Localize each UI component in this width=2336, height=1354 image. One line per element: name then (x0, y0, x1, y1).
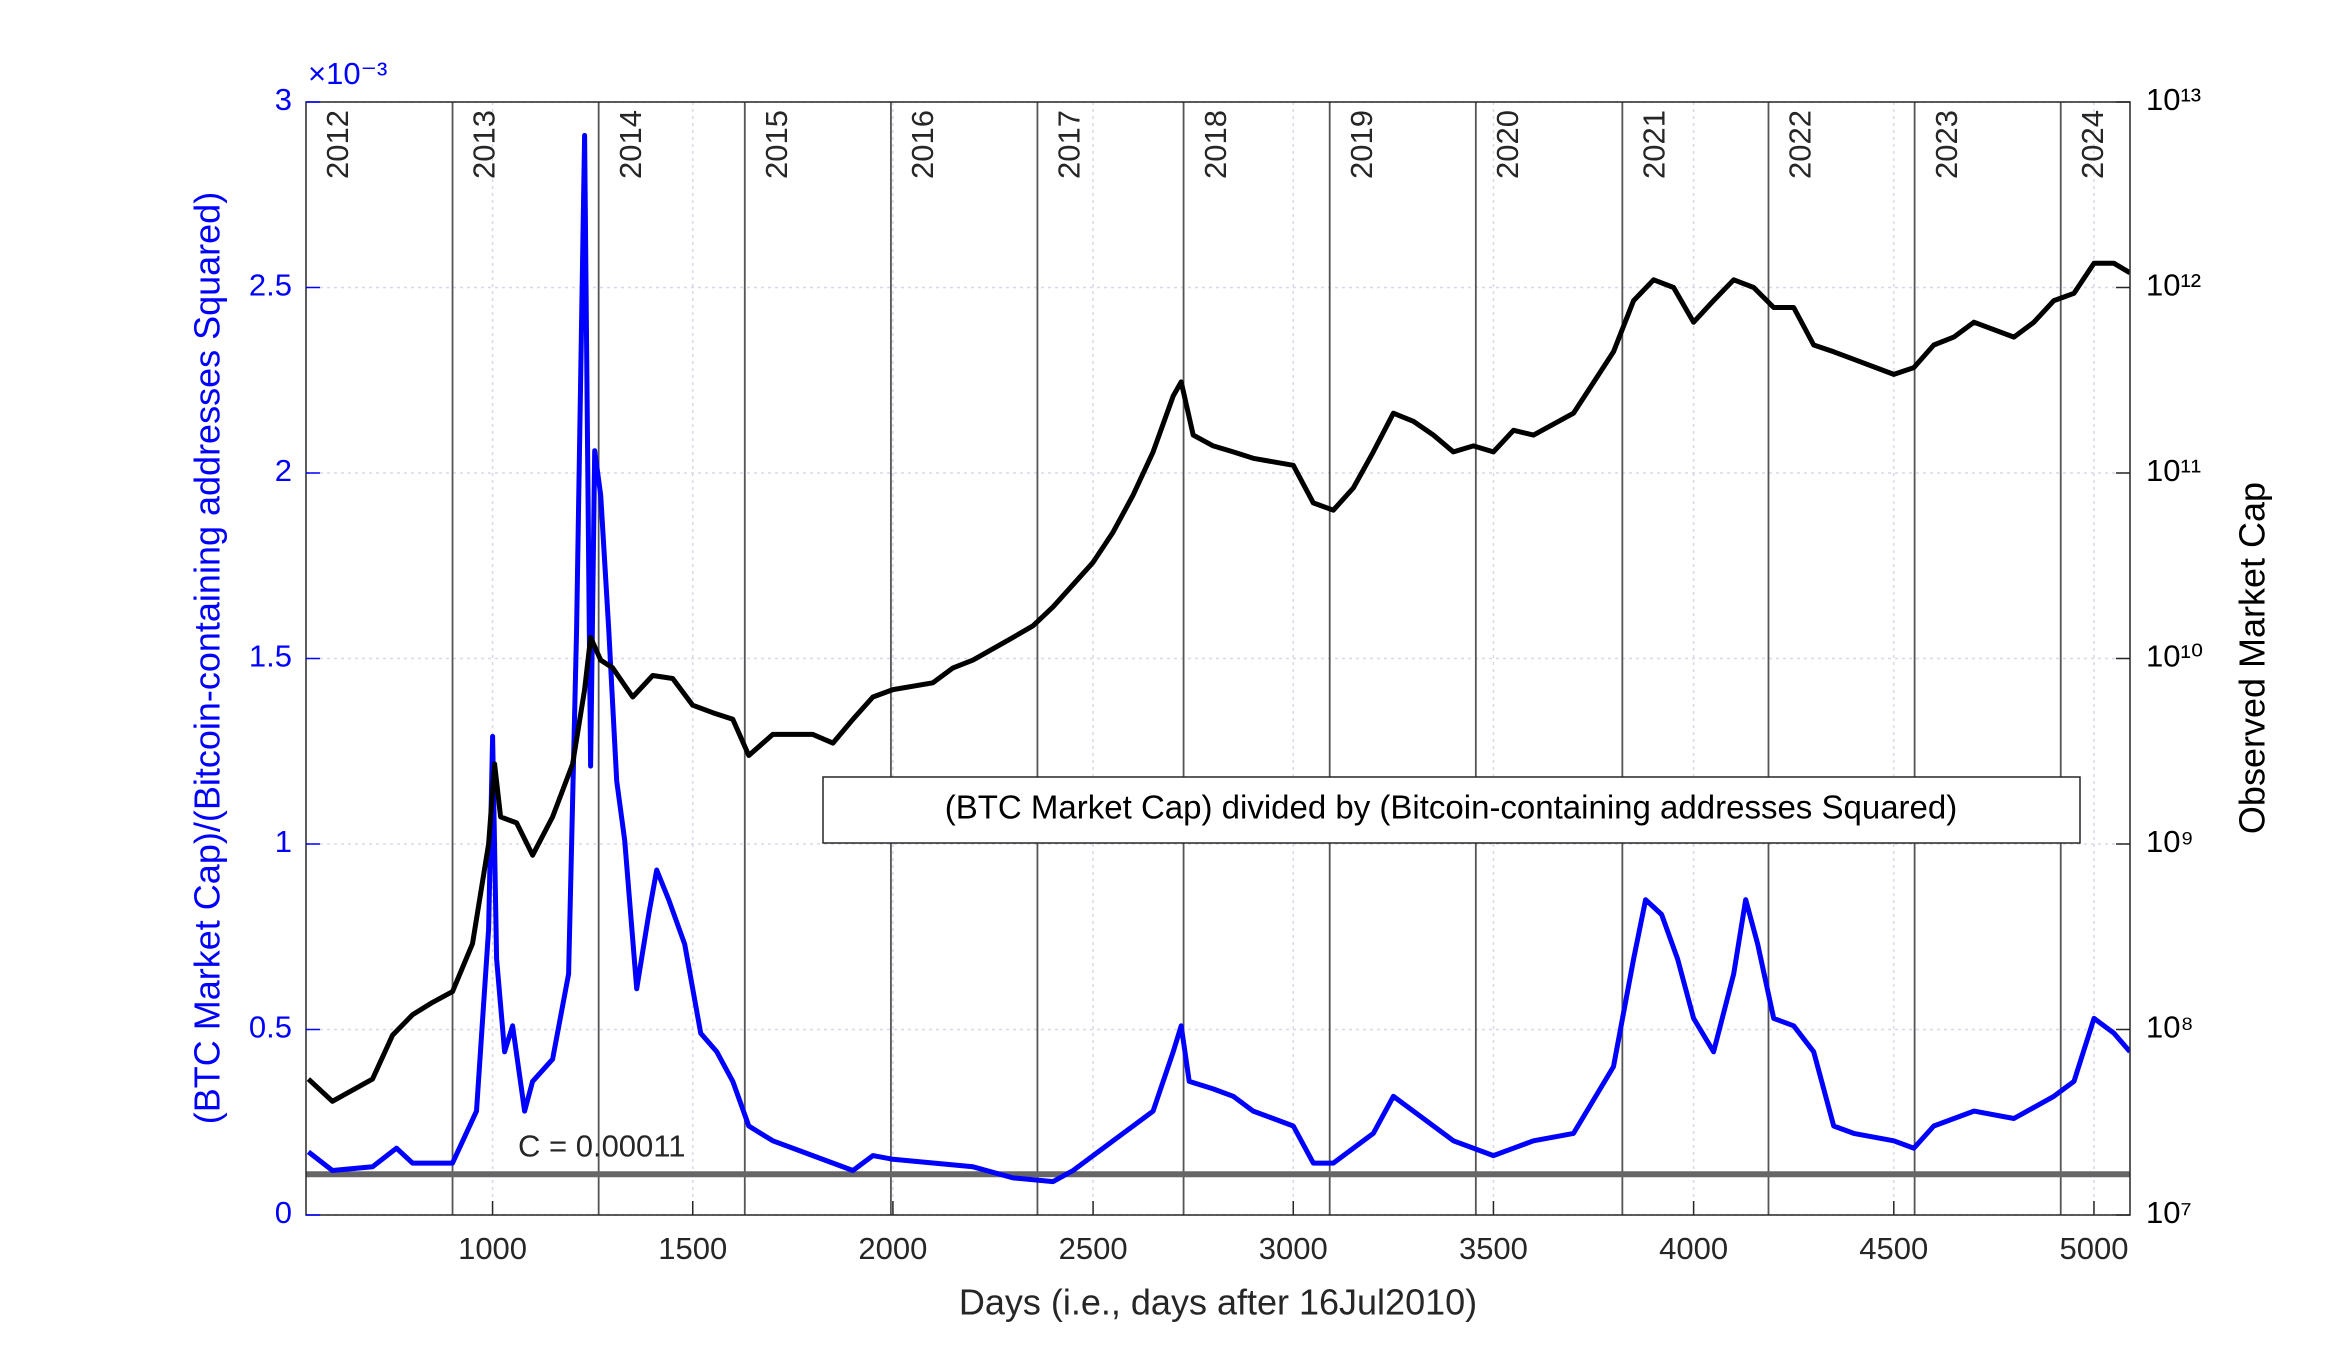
year-label: 2020 (1490, 110, 1525, 179)
y2-axis-label: Observed Market Cap (2232, 482, 2273, 834)
year-label: 2019 (1344, 110, 1379, 179)
x-tick-label: 3000 (1259, 1231, 1328, 1266)
series-line (306, 132, 2130, 1185)
y-tick-label: 1.5 (249, 639, 292, 674)
y-multiplier: ×10⁻³ (308, 56, 387, 91)
y-tick-label: 3 (275, 82, 292, 117)
y2-tick-label: 10¹¹ (2146, 453, 2201, 488)
year-label: 2014 (613, 110, 648, 179)
plot-series (306, 132, 2130, 1185)
y-tick-label: 0.5 (249, 1010, 292, 1045)
y2-tick-label: 10¹⁰ (2146, 639, 2203, 674)
y2-tick-label: 10⁸ (2146, 1010, 2194, 1045)
x-tick-label: 2000 (858, 1231, 927, 1266)
c-line-label: C = 0.00011 (518, 1128, 685, 1163)
x-tick-label: 3500 (1459, 1231, 1528, 1266)
year-label: 2013 (467, 110, 502, 179)
y2-tick-label: 10⁹ (2146, 824, 2194, 859)
year-label: 2015 (759, 110, 794, 179)
x-tick-label: 5000 (2059, 1231, 2128, 1266)
year-label: 2021 (1637, 110, 1672, 179)
x-tick-label: 4000 (1659, 1231, 1728, 1266)
y-tick-label: 2 (275, 453, 292, 488)
series-line (306, 260, 2130, 1104)
year-label: 2012 (320, 110, 355, 179)
y2-tick-label: 10⁷ (2146, 1195, 2192, 1230)
year-label: 2024 (2075, 110, 2110, 179)
year-label: 2017 (1052, 110, 1087, 179)
legend-entry: (BTC Market Cap) divided by (Bitcoin-con… (945, 789, 1957, 826)
x-tick-label: 4500 (1859, 1231, 1928, 1266)
y2-tick-label: 10¹³ (2146, 82, 2201, 117)
year-label: 2022 (1783, 110, 1818, 179)
y-tick-label: 2.5 (249, 268, 292, 303)
y-tick-label: 0 (275, 1195, 292, 1230)
y-axis-label: (BTC Market Cap)/(Bitcoin-containing add… (187, 192, 228, 1124)
x-tick-label: 1000 (458, 1231, 527, 1266)
x-axis-label: Days (i.e., days after 16Jul2010) (959, 1282, 1477, 1323)
x-tick-label: 1500 (658, 1231, 727, 1266)
x-tick-label: 2500 (1059, 1231, 1128, 1266)
legend-box (822, 776, 2081, 844)
year-label: 2018 (1198, 110, 1233, 179)
y2-tick-label: 10¹² (2146, 268, 2201, 303)
y-tick-label: 1 (275, 824, 292, 859)
year-label: 2023 (1929, 110, 1964, 179)
year-label: 2016 (905, 110, 940, 179)
